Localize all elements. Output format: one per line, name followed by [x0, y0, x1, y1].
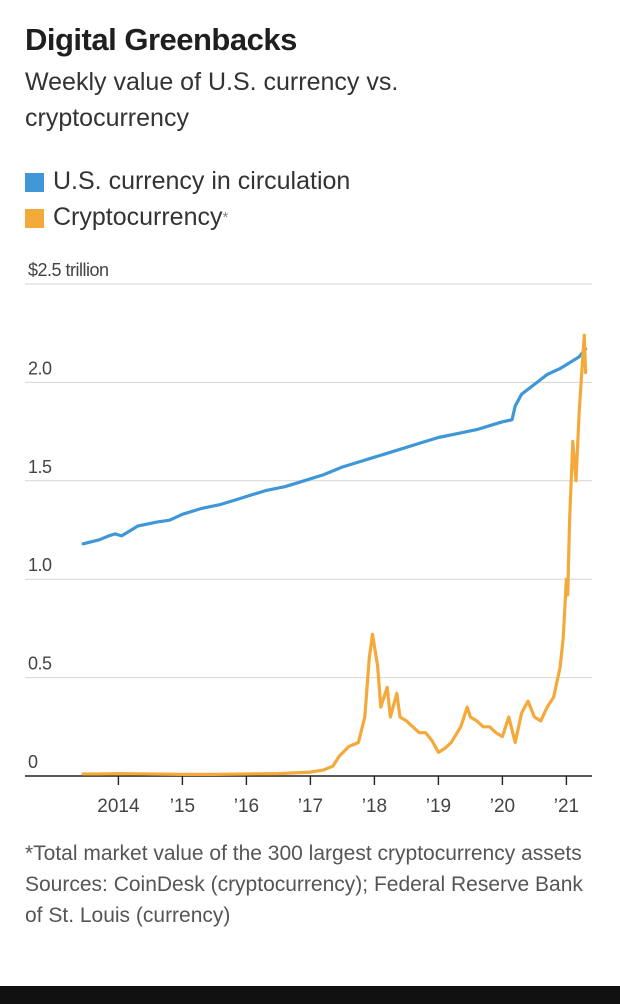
footnote-text: *Total market value of the 300 largest c… [25, 842, 582, 865]
legend-item-currency: U.S. currency in circulation [25, 163, 350, 199]
legend-swatch-currency [25, 172, 44, 192]
chart-notes: *Total market value of the 300 largest c… [25, 838, 605, 931]
x-tick-label: ’16 [234, 796, 259, 817]
x-tick-label: ’21 [554, 796, 579, 817]
x-tick-label: 2014 [97, 796, 140, 817]
x-tick-label: ’17 [298, 796, 323, 817]
legend-label-currency: U.S. currency in circulation [53, 166, 351, 195]
series-line-currency [81, 347, 588, 546]
chart-subtitle: Weekly value of U.S. currency vs. crypto… [25, 68, 399, 132]
bottom-bar [0, 986, 620, 1004]
x-tick-label: ’20 [490, 796, 515, 817]
y-tick-label: 2.0 [28, 358, 52, 378]
line-chart: $2.5 trillion 2.0 1.5 1.0 0.5 0 2014 ’15 ’16 ’17 ’… [25, 260, 592, 817]
y-tick-label: $2.5 trillion [28, 260, 109, 280]
y-tick-label: 1.5 [28, 457, 52, 477]
series-line-crypto [81, 333, 588, 776]
legend-label-crypto: Cryptocurrency [53, 202, 223, 231]
x-tick-label: ’18 [362, 796, 387, 817]
legend-footnote-marker: * [222, 208, 229, 226]
y-tick-label: 0 [28, 752, 38, 772]
legend-swatch-crypto [25, 208, 44, 228]
chart-title: Digital Greenbacks [25, 22, 297, 57]
legend: U.S. currency in circulation Cryptocurre… [25, 163, 350, 235]
y-tick-label: 0.5 [28, 654, 52, 674]
x-tick-label: ’19 [426, 796, 451, 817]
sources-text: Sources: CoinDesk (cryptocurrency); Fede… [25, 873, 583, 927]
y-tick-label: 1.0 [28, 555, 52, 575]
legend-item-crypto: Cryptocurrency * [25, 199, 350, 235]
x-tick-label: ’15 [170, 796, 195, 817]
